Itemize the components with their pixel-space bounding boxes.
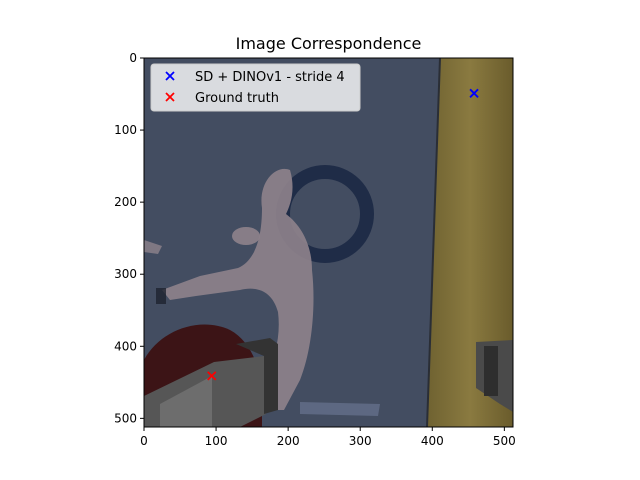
- y-tick-label: 100: [114, 123, 137, 137]
- legend-marker: [165, 92, 175, 102]
- series-1-point: [207, 371, 217, 381]
- series-0-point: [469, 88, 479, 98]
- x-tick-label: 500: [493, 434, 516, 448]
- legend-label: Ground truth: [195, 91, 279, 106]
- axes-frame: [143, 57, 514, 428]
- data-marks: [207, 88, 479, 381]
- legend-box: [150, 63, 361, 112]
- y-tick-label: 200: [114, 195, 137, 209]
- legend: SD + DINOv1 - stride 4 Ground truth: [150, 63, 361, 112]
- x-tick-label: 200: [277, 434, 300, 448]
- x-tick-label: 300: [349, 434, 372, 448]
- y-tick-label: 0: [129, 51, 137, 65]
- x-axis-ticks: 0 100 200 300 400 500: [140, 427, 516, 448]
- y-tick-label: 300: [114, 267, 137, 281]
- y-tick-label: 500: [114, 411, 137, 425]
- y-axis-ticks: 0 100 200 300 400 500: [114, 51, 144, 425]
- x-tick-label: 100: [205, 434, 228, 448]
- chart-title: Image Correspondence: [236, 34, 422, 53]
- legend-marker: [165, 71, 175, 81]
- x-tick-label: 400: [421, 434, 444, 448]
- legend-label: SD + DINOv1 - stride 4: [195, 70, 345, 85]
- x-tick-label: 0: [140, 434, 148, 448]
- background-image: [144, 58, 513, 427]
- y-tick-label: 400: [114, 339, 137, 353]
